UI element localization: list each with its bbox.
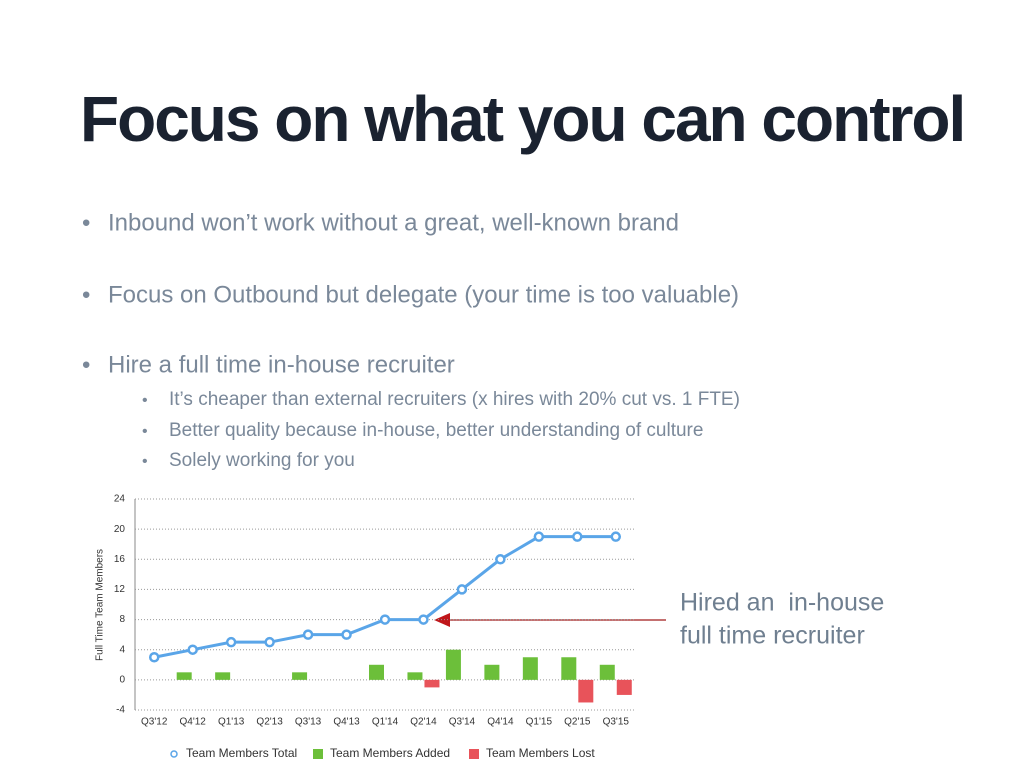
legend-label: Team Members Total xyxy=(186,746,297,760)
line-point xyxy=(187,644,198,655)
line-point xyxy=(610,531,622,542)
x-tick-label: Q4'14 xyxy=(487,717,514,728)
legend-marker xyxy=(469,749,479,759)
bar xyxy=(616,679,632,695)
bar xyxy=(484,664,500,680)
line-point xyxy=(341,629,352,640)
annotation: Hired an in-house xyxy=(680,589,884,617)
slide-title: Focus on what you can control xyxy=(80,83,964,155)
legend-marker xyxy=(170,750,178,758)
line-point xyxy=(418,614,429,625)
bar xyxy=(445,649,461,680)
bar xyxy=(407,672,423,680)
bar xyxy=(176,672,192,680)
bullet-dot: • xyxy=(82,351,90,378)
x-tick-label: Q3'13 xyxy=(295,717,322,728)
y-tick-label: 8 xyxy=(119,614,125,625)
bullet-dot: • xyxy=(142,453,148,470)
x-tick-label: Q1'14 xyxy=(372,717,399,728)
line-point xyxy=(148,652,160,663)
line-point xyxy=(533,531,545,542)
bullet: Hire a full time in-house recruiter xyxy=(108,351,455,378)
bullet-dot: • xyxy=(142,423,148,440)
y-tick-label: 0 xyxy=(119,674,125,685)
bullet: Inbound won’t work without a great, well… xyxy=(108,209,679,236)
x-tick-label: Q4'13 xyxy=(333,717,360,728)
y-tick-label: 12 xyxy=(114,584,126,595)
bar xyxy=(578,679,594,703)
line-point xyxy=(495,554,506,565)
bar xyxy=(292,672,308,680)
bullet-dot: • xyxy=(82,209,90,236)
bar xyxy=(424,679,440,688)
bullet-dot: • xyxy=(142,392,148,409)
line-point xyxy=(572,531,583,542)
x-tick-label: Q1'13 xyxy=(218,717,245,728)
bar xyxy=(369,664,384,680)
bar xyxy=(522,657,538,680)
bullet: Focus on Outbound but delegate (your tim… xyxy=(108,281,739,308)
y-tick-label: 16 xyxy=(114,554,126,565)
sub-bullet: It’s cheaper than external recruiters (x… xyxy=(169,389,740,410)
y-tick-label: 4 xyxy=(119,644,125,655)
line-point xyxy=(302,629,314,640)
x-tick-label: Q2'14 xyxy=(410,717,437,728)
x-tick-label: Q1'15 xyxy=(526,717,553,728)
bullets: • Inbound won’t work without a great, we… xyxy=(82,209,740,471)
y-tick-label: -4 xyxy=(116,705,125,716)
sub-bullet: Better quality because in-house, better … xyxy=(169,420,703,441)
line-point xyxy=(379,614,391,625)
bar xyxy=(599,664,615,680)
y-tick-label: 24 xyxy=(114,494,126,505)
x-tick-label: Q4'12 xyxy=(180,717,207,728)
sub-bullet: Solely working for you xyxy=(169,450,355,471)
line-point xyxy=(264,636,275,648)
bar xyxy=(561,657,577,680)
legend-label: Team Members Added xyxy=(330,746,450,760)
legend-marker xyxy=(313,749,323,759)
x-tick-label: Q2'13 xyxy=(256,717,283,728)
bar xyxy=(215,672,231,680)
y-axis-label: Full Time Team Members xyxy=(95,549,106,661)
legend-label: Team Members Lost xyxy=(486,746,595,760)
bullet-dot: • xyxy=(82,281,90,308)
x-tick-label: Q3'14 xyxy=(449,717,476,728)
line xyxy=(153,535,616,659)
x-tick-label: Q3'15 xyxy=(603,717,630,728)
x-tick-label: Q3'12 xyxy=(141,717,168,728)
y-tick-label: 20 xyxy=(114,524,126,535)
line-point xyxy=(225,636,237,648)
line-point xyxy=(456,584,468,595)
x-tick-label: Q2'15 xyxy=(564,717,591,728)
annotation: full time recruiter xyxy=(680,622,865,650)
